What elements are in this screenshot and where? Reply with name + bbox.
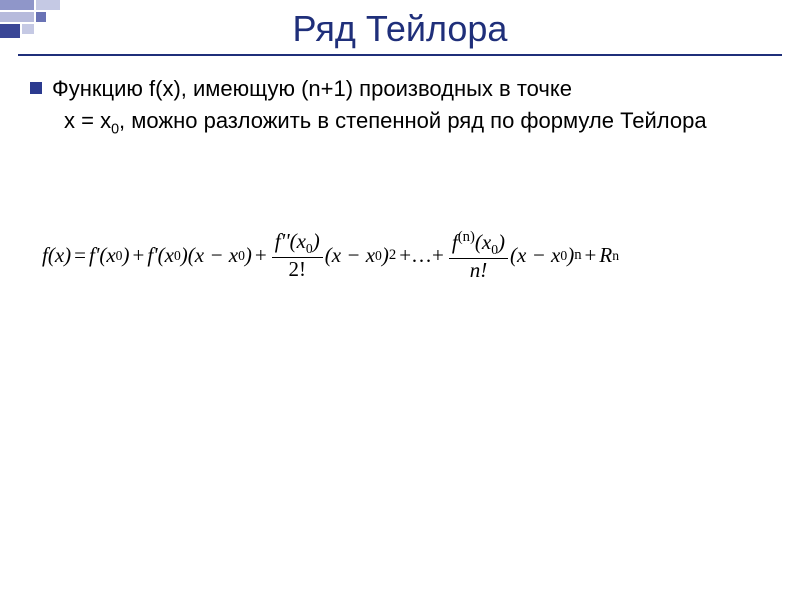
text-part: , можно разложить в степенной ряд по фор… — [119, 108, 707, 133]
sub: 0 — [238, 248, 245, 264]
formula-lhs: f(x) — [42, 243, 71, 268]
plus-sign: + — [585, 243, 597, 268]
term-2b: )(x − x — [181, 243, 238, 268]
plus-sign: + — [132, 243, 144, 268]
deco-block — [36, 0, 60, 10]
deco-block — [36, 12, 46, 22]
fraction-2: f''(x0) 2! — [272, 230, 323, 280]
superscript: 2 — [389, 247, 396, 264]
sub: n — [612, 248, 619, 264]
bullet-square-icon — [30, 82, 42, 94]
num-part: (x — [475, 230, 491, 254]
denominator: n! — [467, 259, 491, 282]
term-1: f'(x — [89, 243, 116, 268]
fraction-n: f(n)(x0) n! — [449, 229, 508, 281]
title-underline — [18, 54, 782, 56]
term-3a: (x − x — [325, 243, 375, 268]
term-4a: (x − x — [510, 243, 560, 268]
deco-block — [0, 12, 34, 22]
num-part: ) — [498, 230, 505, 254]
sub: 0 — [306, 242, 313, 257]
num-part: f''(x — [275, 229, 306, 253]
bullet-row: Функцию f(x), имеющую (n+1) производных … — [30, 74, 770, 104]
plus-sign: + — [255, 243, 267, 268]
term-1b: ) — [122, 243, 129, 268]
deco-block — [22, 24, 34, 34]
page-title: Ряд Тейлора — [0, 0, 800, 50]
deco-block — [0, 0, 34, 10]
bullet-line-2: х = х0, можно разложить в степенной ряд … — [64, 106, 770, 140]
term-2c: ) — [245, 243, 252, 268]
sup: (n) — [458, 229, 475, 245]
plus-dots-plus: +…+ — [399, 243, 444, 268]
bullet-line-1: Функцию f(x), имеющую (n+1) производных … — [52, 74, 572, 104]
text-part: х = х — [64, 108, 111, 133]
sub: 0 — [375, 248, 382, 264]
subscript: 0 — [111, 121, 119, 137]
content-area: Функцию f(x), имеющую (n+1) производных … — [0, 74, 800, 282]
superscript: n — [574, 247, 581, 264]
term-4b: ) — [567, 243, 574, 268]
numerator: f(n)(x0) — [449, 229, 508, 257]
remainder-r: R — [599, 243, 612, 268]
sub: 0 — [174, 248, 181, 264]
numerator: f''(x0) — [272, 230, 323, 256]
taylor-formula: f(x) = f'(x0) + f'(x0)(x − x0) + f''(x0)… — [30, 229, 770, 281]
denominator: 2! — [286, 258, 310, 281]
corner-decoration — [0, 0, 90, 42]
term-3b: ) — [382, 243, 389, 268]
equals-sign: = — [74, 243, 86, 268]
num-part: ) — [313, 229, 320, 253]
deco-block — [0, 24, 20, 38]
term-2a: f'(x — [147, 243, 174, 268]
